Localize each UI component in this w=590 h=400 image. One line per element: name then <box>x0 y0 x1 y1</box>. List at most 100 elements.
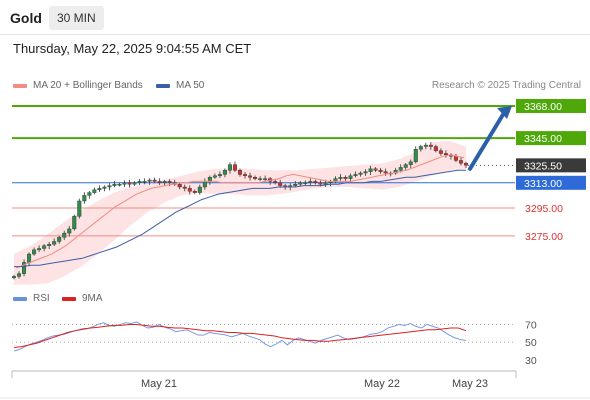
candle-down <box>237 170 242 175</box>
candle-up <box>27 253 32 263</box>
current-price-label: 3325.50 <box>524 160 562 172</box>
candle-up <box>202 181 207 188</box>
candle-up <box>72 216 77 230</box>
chart-datetime: Thursday, May 22, 2025 9:04:55 AM CET <box>13 41 252 56</box>
candle-down <box>152 179 157 182</box>
legend-rsi: RSI <box>13 293 50 304</box>
candle-down <box>443 153 448 156</box>
research-credit: Research © 2025 Trading Central <box>431 80 581 91</box>
candle-up <box>32 249 37 255</box>
symbol-title: Gold <box>10 10 42 26</box>
candle-up <box>308 181 313 184</box>
candle-up <box>293 184 298 186</box>
candle-up <box>222 170 227 175</box>
legend-rsi-ma-label: 9MA <box>82 293 103 304</box>
candle-up <box>303 182 308 185</box>
candle-up <box>363 171 368 174</box>
candle-down <box>433 146 438 151</box>
candle-up <box>112 184 117 186</box>
candle-down <box>278 182 283 186</box>
rsi-swatch <box>13 296 27 301</box>
candle-up <box>97 188 102 190</box>
candle-up <box>197 186 202 193</box>
forecast-arrow-head <box>497 105 512 119</box>
ma50-line <box>14 169 466 268</box>
legend-ma50: MA 50 <box>156 80 204 91</box>
candle-up <box>82 195 87 202</box>
candle-up <box>263 178 268 180</box>
candle-down <box>378 170 383 172</box>
resistance-level-label: 3345.00 <box>524 133 562 145</box>
bollinger-swatch <box>13 83 27 88</box>
candle-up <box>353 174 358 177</box>
candle-down <box>273 181 278 184</box>
support-level-label: 3295.00 <box>525 203 563 215</box>
ma50-swatch <box>156 83 170 88</box>
candle-down <box>243 174 248 177</box>
legend-bollinger-label: MA 20 + Bollinger Bands <box>33 80 143 91</box>
time-axis-label: May 22 <box>364 378 400 390</box>
candle-up <box>107 185 112 188</box>
candle-up <box>147 179 152 182</box>
candle-down <box>248 175 253 178</box>
legend-rsi-label: RSI <box>33 293 50 304</box>
candle-up <box>132 182 137 185</box>
candle-up <box>67 228 72 234</box>
candle-down <box>253 177 258 179</box>
candle-up <box>11 276 16 279</box>
candle-up <box>47 244 52 246</box>
rsi-ma-line <box>13 324 467 348</box>
support-level-label: 3275.00 <box>525 231 563 243</box>
candle-up <box>217 174 222 177</box>
candle-up <box>368 168 373 172</box>
rsi-tick-label: 70 <box>525 320 537 332</box>
timeframe-button[interactable]: 30 MIN <box>49 6 104 30</box>
candle-up <box>137 181 142 184</box>
resistance-level-tag <box>516 131 586 146</box>
candle-down <box>453 156 458 161</box>
candle-down <box>157 181 162 184</box>
candle-up <box>17 273 22 277</box>
resistance-level-label: 3368.00 <box>524 101 562 113</box>
legend-bollinger: MA 20 + Bollinger Bands <box>13 80 143 91</box>
candle-down <box>313 181 318 184</box>
candle-up <box>403 164 408 168</box>
rsi-line <box>13 321 467 352</box>
candle-up <box>413 149 418 163</box>
candle-up <box>52 241 57 245</box>
candle-down <box>438 150 443 154</box>
candle-up <box>338 177 343 179</box>
candle-up <box>87 192 92 196</box>
rsi-tick-label: 50 <box>525 337 537 349</box>
legend-ma50-label: MA 50 <box>176 80 205 91</box>
resistance-level-tag <box>516 98 586 113</box>
candle-up <box>122 182 127 185</box>
ma20-line <box>15 154 465 269</box>
forecast-arrow-shaft <box>468 110 506 171</box>
candle-up <box>57 237 62 242</box>
candle-down <box>373 168 378 171</box>
candle-down <box>127 182 132 185</box>
candle-down <box>458 160 463 164</box>
candle-up <box>207 177 212 182</box>
bollinger-band <box>14 140 466 285</box>
candle-down <box>167 181 172 184</box>
candle-up <box>348 175 353 179</box>
time-axis-label: May 21 <box>141 378 177 390</box>
rsi-tick-label: 30 <box>525 355 537 367</box>
candle-up <box>408 161 413 165</box>
candle-up <box>22 262 27 274</box>
candle-up <box>298 182 303 185</box>
header-bar: Gold 30 MIN <box>0 0 590 36</box>
time-axis-label: May 23 <box>452 378 488 390</box>
candle-down <box>192 190 197 193</box>
candle-up <box>398 167 403 171</box>
candle-down <box>464 163 469 166</box>
rsi-ma-swatch <box>62 296 76 301</box>
candle-down <box>343 177 348 179</box>
candle-up <box>62 232 67 238</box>
candle-up <box>77 200 82 217</box>
candle-up <box>212 175 217 178</box>
candle-up <box>258 178 263 180</box>
candle-down <box>182 186 187 189</box>
